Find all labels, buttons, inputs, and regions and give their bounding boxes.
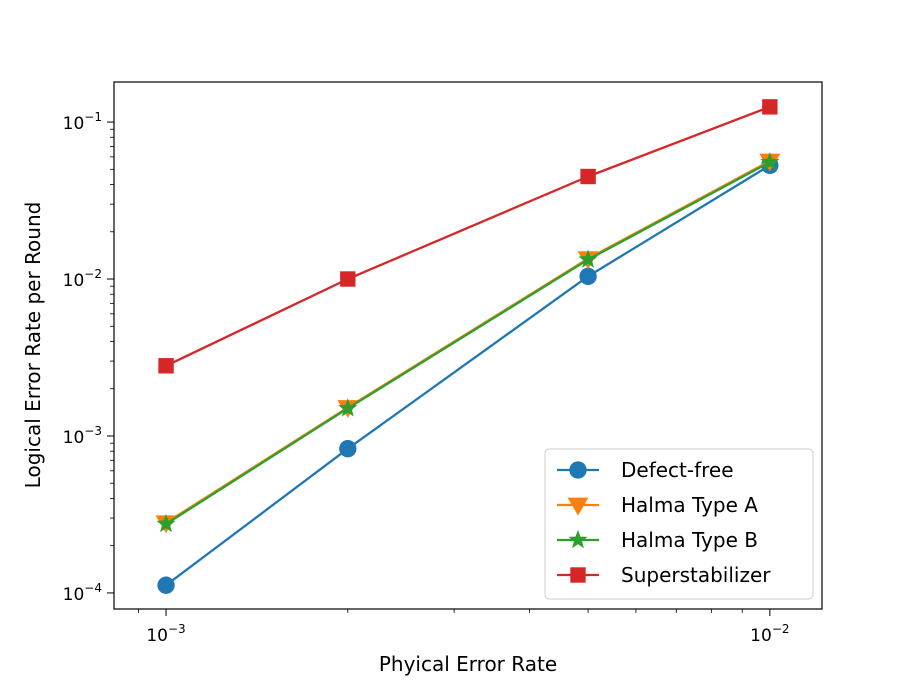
data-point [340, 271, 356, 287]
legend-marker [567, 497, 589, 516]
y-axis-label: Logical Error Rate per Round [21, 202, 45, 489]
data-point [158, 358, 174, 374]
legend-item: Defect-free [557, 458, 734, 482]
y-tick-label: 10−2 [63, 267, 102, 291]
data-point [580, 168, 596, 185]
x-axis-label: Phyical Error Rate [379, 652, 557, 676]
data-point [579, 267, 597, 286]
data-point [339, 439, 357, 458]
axis-ticks: 10−3 10−2 10−4 10−3 10−2 10−1 [63, 110, 790, 646]
data-point [760, 152, 780, 171]
legend-marker [569, 461, 587, 479]
plot-frame [113, 81, 823, 610]
series-line [165, 105, 771, 367]
legend-label: Superstabilizer [621, 563, 771, 587]
data-point [578, 249, 598, 268]
y-tick-label: 10−4 [63, 581, 102, 605]
series-group [155, 99, 781, 594]
y-tick-label: 10−1 [63, 110, 102, 134]
legend-item: Superstabilizer [557, 563, 771, 587]
legend-item: Halma Type A [557, 493, 758, 517]
legend-label: Defect-free [621, 458, 734, 482]
legend-label: Halma Type A [621, 493, 758, 517]
data-point [157, 576, 175, 594]
data-point [156, 513, 176, 533]
y-tick-label: 10−3 [63, 424, 102, 448]
legend-marker [568, 529, 588, 549]
series-superstabilizer [158, 99, 778, 374]
data-point [338, 398, 358, 417]
series-line [165, 164, 771, 587]
legend-item: Halma Type B [557, 528, 758, 552]
data-point [762, 99, 778, 115]
x-tick-label: 10−3 [146, 622, 185, 646]
legend-marker [570, 567, 586, 583]
legend-label: Halma Type B [621, 528, 758, 552]
legend: Defect-free Halma Type A Halma Type B Super… [544, 448, 814, 600]
x-tick-label: 10−2 [750, 622, 789, 646]
series-halma-type-b [156, 152, 780, 533]
legend-frame [544, 448, 814, 600]
series-line [165, 161, 771, 525]
